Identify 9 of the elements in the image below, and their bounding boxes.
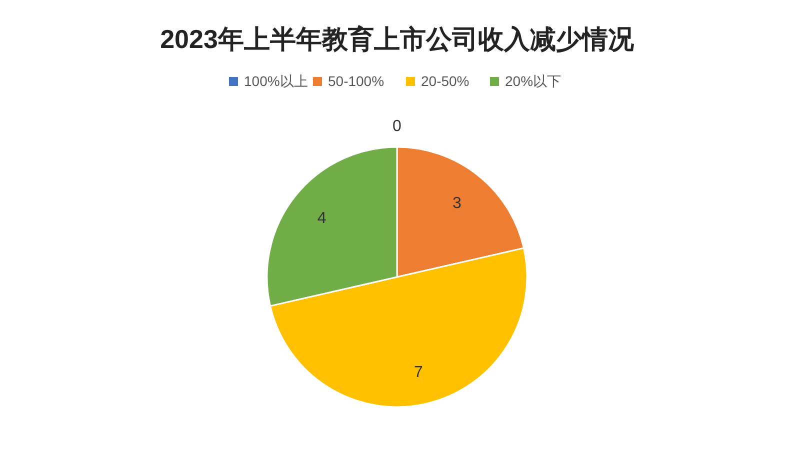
text: 0 bbox=[392, 118, 402, 135]
data-label: 3 bbox=[452, 194, 462, 212]
chart-title: 2023年上半年教育上市公司收入减少情况 bbox=[160, 24, 635, 54]
legend-label: 20-50% bbox=[421, 73, 470, 89]
legend-label: 50-100% bbox=[328, 73, 384, 89]
data-label: 7 bbox=[414, 364, 423, 381]
legend-label: 100%以上 bbox=[244, 73, 308, 89]
data-label: 4 bbox=[317, 210, 326, 228]
legend-label: 20%以下 bbox=[505, 73, 562, 89]
